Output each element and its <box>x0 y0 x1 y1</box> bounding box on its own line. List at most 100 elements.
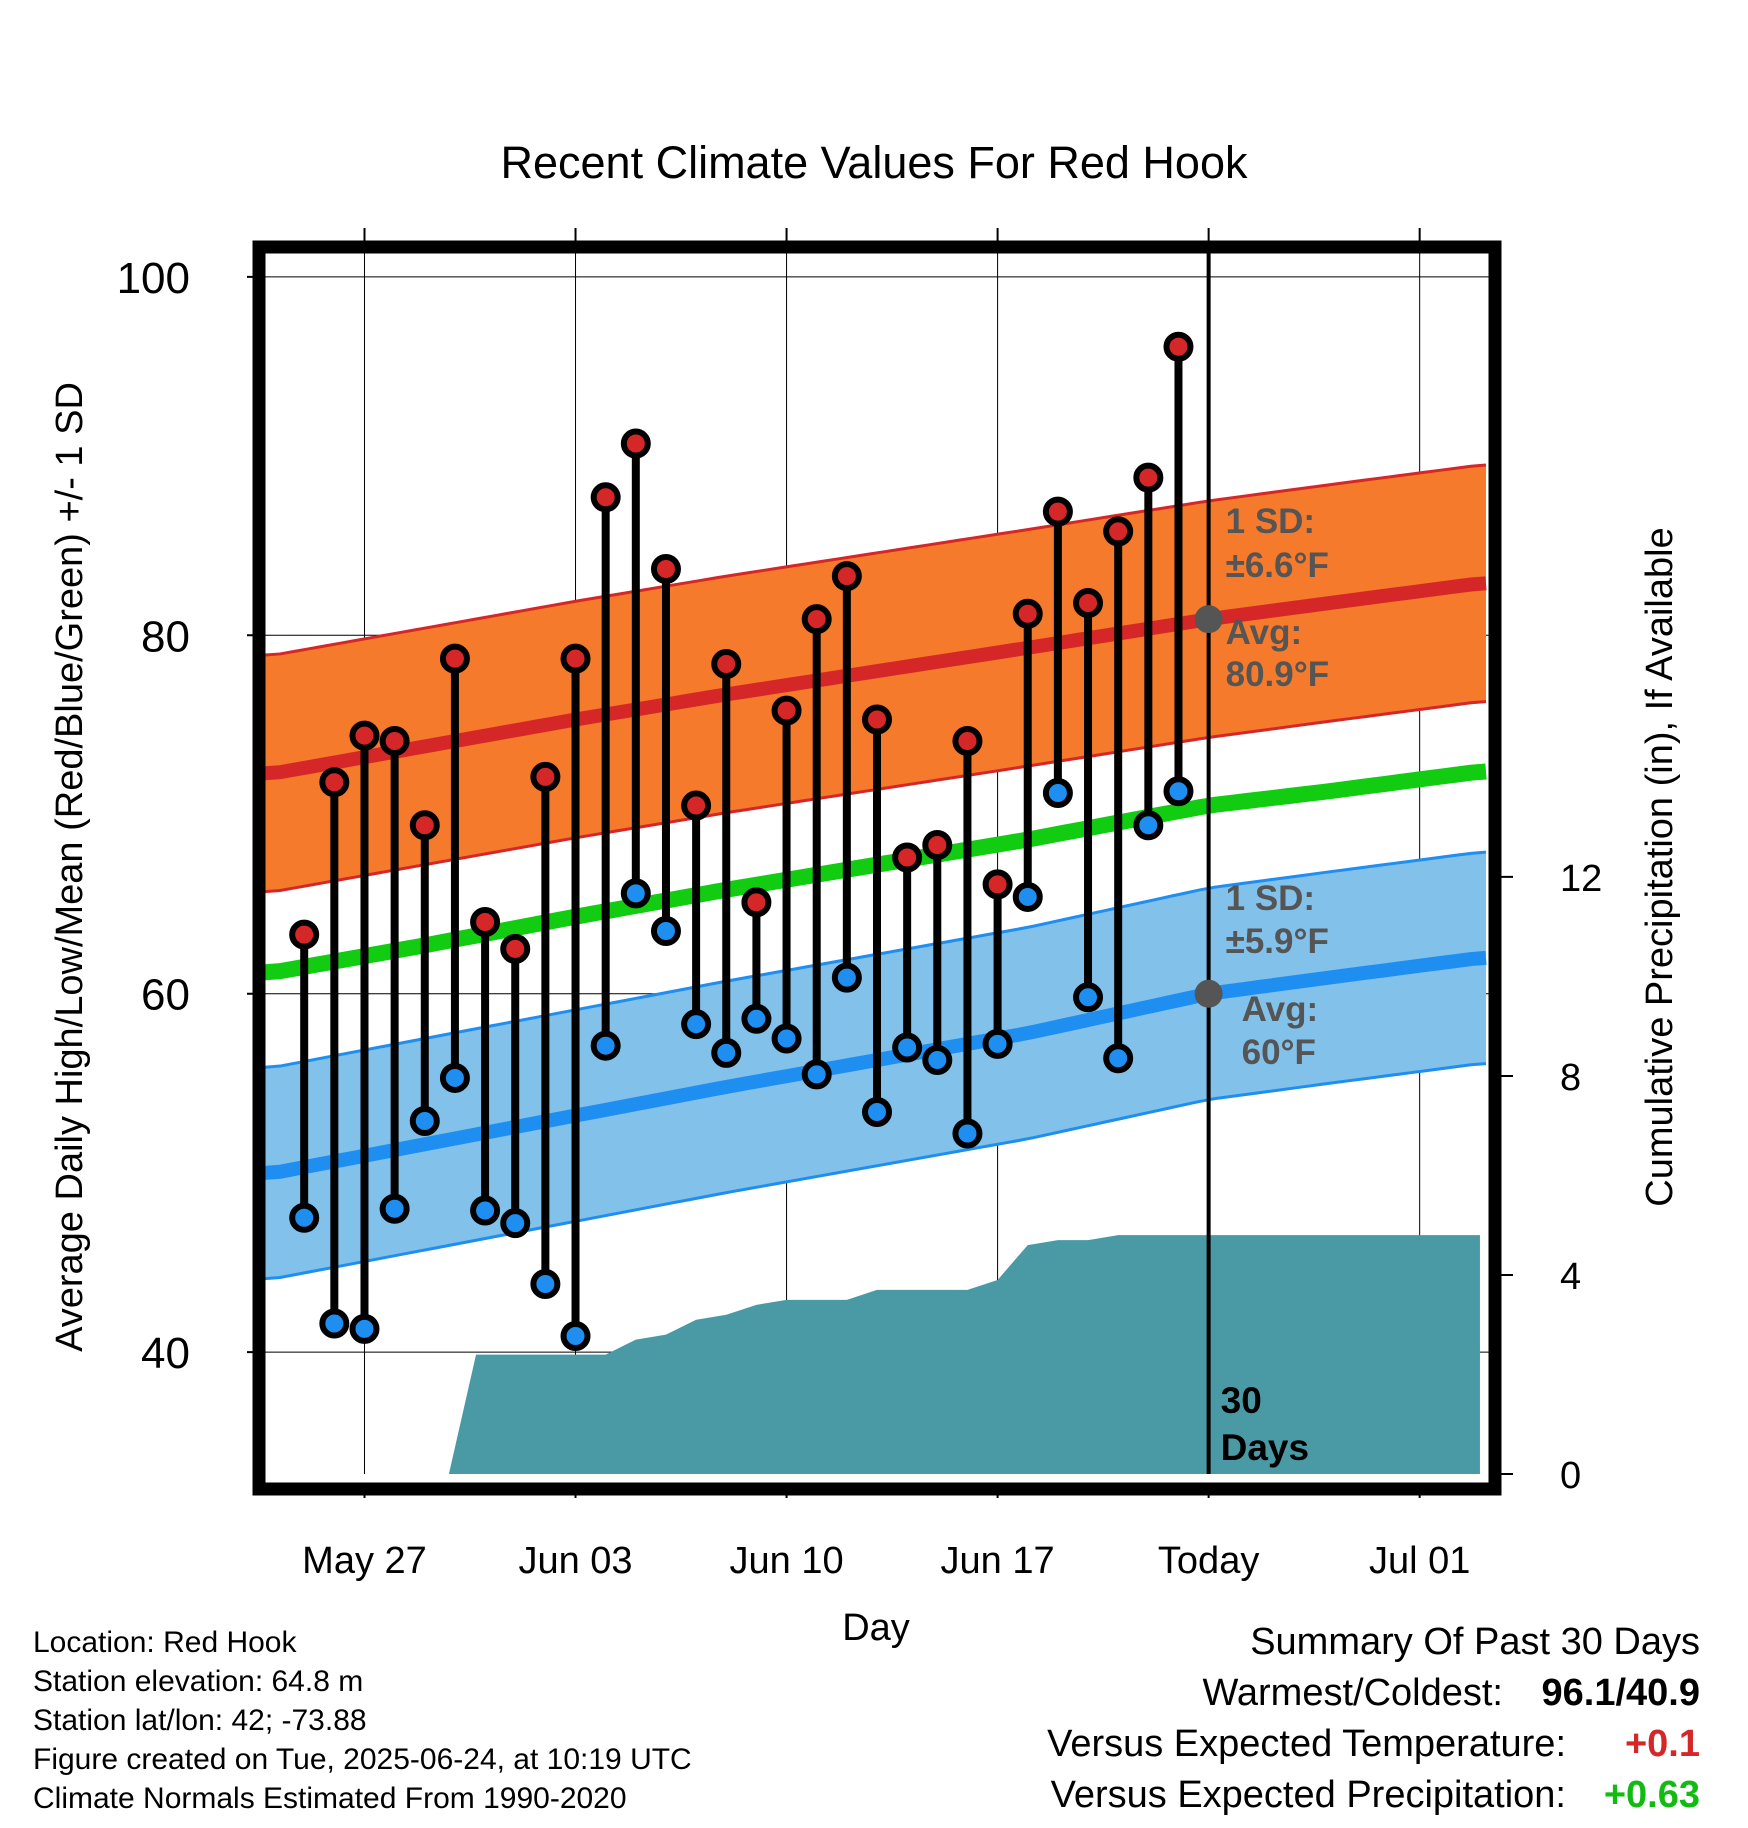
y2-axis-label: Cumulative Precipitation (in), If Availa… <box>1639 527 1681 1206</box>
daily-low-point <box>952 1118 983 1149</box>
cumulative-precip-area <box>448 1235 1480 1474</box>
summary-temp-label: Versus Expected Temperature: <box>1047 1723 1566 1765</box>
summary-warm-cold-label: Warmest/Coldest: <box>1202 1672 1503 1714</box>
daily-low-point <box>1012 881 1043 912</box>
y2-tick-label: 12 <box>1560 858 1602 900</box>
info-elevation: Station elevation: 64.8 m <box>33 1665 364 1698</box>
daily-low-point <box>349 1313 380 1344</box>
high-avg-value: 80.9°F <box>1226 655 1330 694</box>
daily-high-point <box>379 726 410 757</box>
daily-high-point <box>922 829 953 860</box>
daily-low-point <box>379 1193 410 1224</box>
daily-high-point <box>470 907 501 938</box>
daily-low-point <box>862 1096 892 1127</box>
daily-low-point <box>801 1059 832 1090</box>
daily-high-point <box>831 561 862 592</box>
daily-low-point <box>409 1105 440 1136</box>
today-layer: 30 Days <box>1206 250 1309 1474</box>
station-info: Location: Red Hook Station elevation: 64… <box>33 1623 692 1818</box>
daily-high-point <box>1042 496 1073 527</box>
daily-low-point <box>681 1009 712 1040</box>
daily-high-point <box>500 933 531 964</box>
daily-high-point <box>409 810 440 841</box>
y2-tick-label: 8 <box>1560 1057 1581 1099</box>
daily-high-point <box>711 648 742 679</box>
high-avg-marker <box>1194 605 1223 634</box>
daily-high-point <box>620 428 651 459</box>
high-band-upper-edge <box>265 463 1487 657</box>
daily-low-point <box>711 1037 742 1068</box>
daily-high-point <box>590 482 621 513</box>
daily-low-point <box>831 962 862 993</box>
daily-high-point <box>862 704 892 735</box>
high-sd-label: 1 SD: <box>1226 502 1315 541</box>
daily-high-point <box>289 919 320 950</box>
x-tick-label: Today <box>1158 1540 1259 1582</box>
plot-frame <box>252 240 1502 1496</box>
daily-low-point <box>982 1028 1013 1059</box>
low-avg-value: 60°F <box>1242 1033 1316 1072</box>
daily-low-point <box>1103 1043 1134 1074</box>
daily-observations-layer <box>289 331 1194 1352</box>
daily-low-point <box>1163 776 1194 807</box>
daily-low-point <box>771 1023 802 1054</box>
daily-low-point <box>1042 778 1073 809</box>
daily-low-point <box>319 1308 350 1339</box>
today-days-label: 30 Days <box>1221 1380 1309 1468</box>
daily-low-point <box>620 878 651 909</box>
daily-high-point <box>952 726 983 757</box>
daily-high-point <box>530 761 561 792</box>
info-location: Location: Red Hook <box>33 1626 297 1659</box>
daily-high-point <box>892 842 923 873</box>
daily-low-point <box>1133 810 1164 841</box>
x-tick-label: Jun 17 <box>941 1540 1055 1582</box>
daily-low-point <box>892 1032 923 1063</box>
daily-high-point <box>319 767 350 798</box>
daily-high-point <box>439 643 470 674</box>
low-avg-label: Avg: <box>1242 990 1318 1029</box>
summary-precip-value: +0.63 <box>1603 1774 1700 1816</box>
daily-high-point <box>741 887 772 918</box>
y-tick-label: 40 <box>141 1329 190 1378</box>
daily-high-point <box>1103 516 1134 547</box>
low-avg-marker <box>1194 979 1223 1008</box>
daily-high-point <box>982 869 1013 900</box>
info-created: Figure created on Tue, 2025-06-24, at 10… <box>33 1743 692 1776</box>
daily-low-point <box>650 915 681 946</box>
normal-high-line <box>265 576 1487 781</box>
today-days-label-line: 30 <box>1221 1380 1262 1421</box>
daily-low-point <box>741 1003 772 1034</box>
info-normals: Climate Normals Estimated From 1990-2020 <box>33 1782 627 1815</box>
daily-low-point <box>590 1030 621 1061</box>
low-sd-value: ±5.9°F <box>1226 922 1329 961</box>
summary-warm-cold-value: 96.1/40.9 <box>1541 1672 1700 1714</box>
daily-low-point <box>289 1202 320 1233</box>
daily-low-point <box>922 1045 953 1076</box>
daily-high-point <box>1133 462 1164 493</box>
daily-high-point <box>349 720 380 751</box>
y2-tick-label: 4 <box>1560 1256 1581 1298</box>
today-days-label-line: Days <box>1221 1427 1309 1468</box>
daily-high-point <box>560 643 591 674</box>
info-latlon: Station lat/lon: 42; -73.88 <box>33 1704 367 1737</box>
x-tick-label: May 27 <box>302 1540 427 1582</box>
y2-tick-label: 0 <box>1560 1455 1581 1497</box>
y-axis-label: Average Daily High/Low/Mean (Red/Blue/Gr… <box>49 382 91 1352</box>
daily-high-point <box>650 553 681 584</box>
daily-high-point <box>1163 331 1194 362</box>
daily-high-point <box>1073 588 1104 619</box>
precipitation-layer <box>448 1235 1480 1474</box>
y-tick-label: 60 <box>141 971 190 1020</box>
low-band-lower-edge <box>265 1062 1487 1281</box>
x-axis-label: Day <box>842 1607 910 1649</box>
chart-title: Recent Climate Values For Red Hook <box>501 137 1248 188</box>
x-tick-label: Jul 01 <box>1369 1540 1470 1582</box>
daily-low-point <box>439 1062 470 1093</box>
low-sd-label: 1 SD: <box>1226 879 1315 918</box>
daily-high-point <box>771 695 802 726</box>
summary-heading: Summary Of Past 30 Days <box>1250 1621 1700 1663</box>
y-tick-label: 100 <box>117 254 190 303</box>
